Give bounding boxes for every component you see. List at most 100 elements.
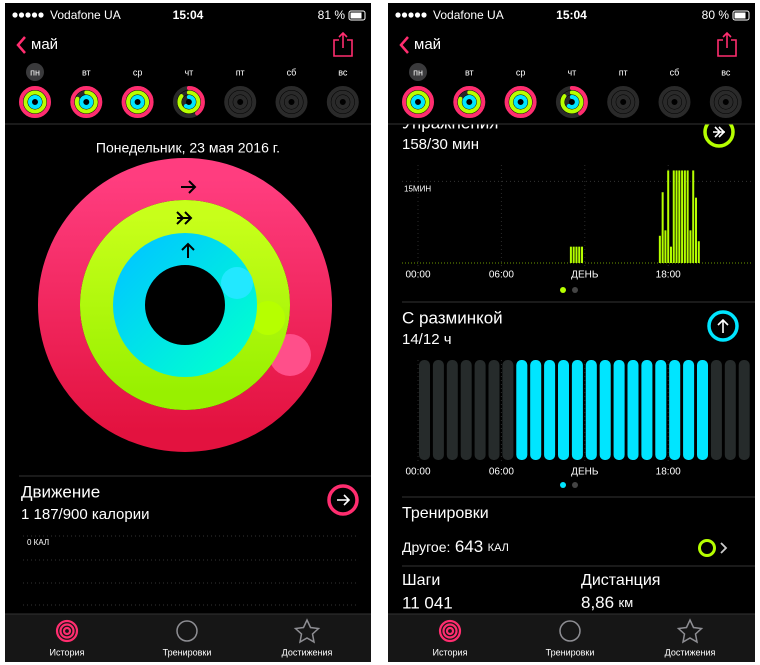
tab-icon	[176, 620, 198, 642]
goal-button[interactable]	[707, 310, 739, 342]
tab-icon	[676, 618, 704, 644]
goal-button-glyph	[717, 318, 729, 333]
ring	[23, 90, 47, 114]
day-label[interactable]: чт	[184, 67, 193, 77]
back-chevron[interactable]	[399, 36, 409, 54]
bar	[569, 246, 572, 263]
stand-ring	[113, 233, 257, 377]
ring-track	[663, 90, 686, 114]
bar	[686, 170, 689, 263]
day-label[interactable]: ср	[133, 67, 143, 77]
goal-button-ring	[327, 484, 359, 516]
day-label[interactable]: чт	[567, 67, 576, 77]
ring	[130, 95, 145, 109]
tab[interactable]: История	[433, 619, 468, 657]
tab-label[interactable]: История	[433, 647, 468, 657]
bar	[692, 170, 695, 263]
move-ring	[38, 158, 332, 452]
ring	[560, 90, 584, 114]
ring-track	[228, 90, 252, 114]
day-label[interactable]: вт	[82, 67, 91, 77]
ring-track	[280, 90, 303, 114]
move-title: Движение	[21, 482, 100, 501]
ring	[126, 90, 150, 114]
x-tick-label: ДЕНЬ	[571, 270, 599, 281]
ring	[70, 86, 103, 118]
tab[interactable]: Достижения	[282, 618, 333, 657]
phone-screen: Понедельник, 23 мая 2016 г. Движение 1 187…	[5, 3, 371, 662]
chevron	[720, 542, 728, 554]
tab-label[interactable]: Тренировки	[546, 647, 595, 657]
distance-value: 8,86 км	[581, 593, 633, 612]
ring-track	[616, 95, 631, 109]
header-bg	[5, 3, 371, 124]
back-label[interactable]: май	[414, 36, 441, 53]
signal-dot	[401, 12, 408, 18]
bar	[683, 170, 686, 263]
ring	[457, 90, 481, 114]
signal-dot	[38, 12, 44, 18]
tab[interactable]: История	[50, 619, 85, 657]
ring	[509, 90, 533, 114]
ring-arrow	[181, 180, 197, 194]
workout-row[interactable]: Другое: 643 КАЛ	[402, 537, 728, 557]
bar	[683, 360, 695, 460]
tab-label[interactable]: История	[50, 647, 85, 657]
x-tick-label: 06:00	[489, 467, 514, 478]
page-dot	[572, 482, 578, 488]
ring	[19, 86, 51, 118]
battery-level: 80 %	[702, 8, 730, 22]
battery-level: 81 %	[318, 8, 346, 22]
tab[interactable]: Тренировки	[163, 620, 212, 657]
bar	[655, 360, 667, 460]
tab-label[interactable]: Тренировки	[163, 647, 212, 657]
carrier: Vodafone UA	[433, 8, 504, 22]
distance-text: км	[619, 595, 634, 610]
ring	[121, 86, 154, 118]
day-label[interactable]: вт	[465, 67, 474, 77]
day-label[interactable]: вс	[721, 67, 731, 77]
x-tick-label: 00:00	[405, 270, 430, 281]
ring-track	[326, 86, 359, 118]
day-label[interactable]: ср	[516, 67, 526, 77]
tab[interactable]: Тренировки	[546, 620, 595, 657]
tab-icon	[62, 626, 72, 636]
day-label[interactable]: сб	[287, 67, 297, 77]
day-label[interactable]: пн	[413, 67, 423, 77]
bar	[558, 360, 569, 460]
tab[interactable]: Достижения	[665, 618, 716, 657]
workout-text: КАЛ	[488, 542, 509, 554]
back-chevron[interactable]	[16, 36, 26, 54]
signal-dot	[18, 12, 25, 18]
ring	[177, 90, 201, 114]
bar	[516, 360, 528, 460]
ring-track	[714, 90, 738, 114]
goal-button[interactable]	[327, 484, 359, 516]
battery-fill	[350, 12, 362, 19]
share-button[interactable]	[717, 31, 737, 57]
day-label[interactable]: сб	[670, 67, 680, 77]
day-label[interactable]: пн	[30, 67, 40, 77]
phone-screen: Упражнения158/30 мин15МИН00:0006:00ДЕНЬ1…	[388, 3, 755, 662]
carrier: Vodafone UA	[50, 8, 121, 22]
day-label[interactable]: пт	[236, 67, 245, 77]
date-title: Понедельник, 23 мая 2016 г.	[96, 140, 280, 156]
ring-arrow	[181, 242, 195, 258]
day-label[interactable]: вс	[338, 67, 348, 77]
share-button[interactable]	[333, 31, 353, 57]
day-label[interactable]: пт	[619, 67, 628, 77]
tab-label[interactable]: Достижения	[282, 647, 333, 657]
ring-track	[331, 90, 355, 114]
bar	[667, 170, 670, 263]
ring-track	[335, 95, 350, 109]
steps-label: Шаги	[402, 572, 440, 589]
bar	[575, 246, 578, 263]
signal-dot	[31, 12, 38, 18]
tab-label[interactable]: Достижения	[665, 647, 716, 657]
x-tick-label: ДЕНЬ	[571, 467, 599, 478]
workouts-title: Тренировки	[402, 505, 489, 522]
page-dot	[560, 482, 566, 488]
ring	[513, 95, 528, 109]
ring	[172, 86, 205, 118]
back-label[interactable]: май	[31, 36, 58, 53]
